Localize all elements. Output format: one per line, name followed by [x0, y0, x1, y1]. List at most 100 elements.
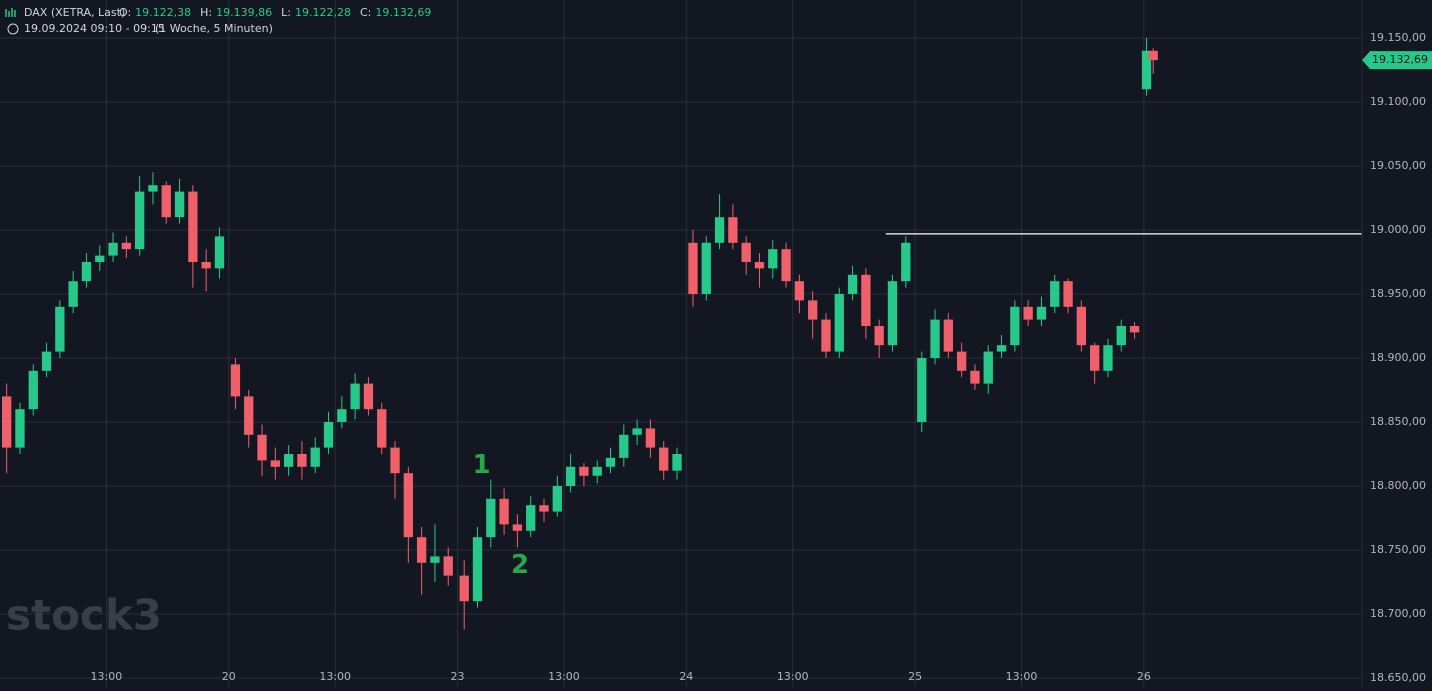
x-tick-label: 13:00	[548, 670, 580, 683]
candle-body	[794, 281, 805, 301]
x-tick-label: 24	[679, 670, 693, 683]
candle-body	[605, 457, 616, 467]
candle-body	[68, 281, 78, 307]
candle-body	[55, 306, 65, 352]
plot-area: 12	[1, 38, 1362, 630]
candle-body	[443, 556, 453, 576]
candle-body	[390, 447, 400, 474]
candle-icon	[5, 8, 16, 17]
candle-body	[472, 537, 483, 602]
candle-body	[943, 319, 954, 352]
candle-body	[539, 505, 549, 512]
clock-icon	[7, 23, 19, 35]
candle-body	[270, 460, 280, 467]
y-tick-label: 18.700,00	[1370, 607, 1426, 620]
grid	[0, 0, 1362, 687]
x-tick-label: 25	[908, 670, 922, 683]
candle-body	[768, 249, 778, 269]
candle-body	[526, 505, 536, 531]
candle-body	[754, 262, 765, 269]
candle-body	[632, 428, 642, 435]
ohlc-value: 19.132,69	[375, 6, 431, 19]
candle-body	[108, 242, 118, 256]
candle-body	[323, 422, 334, 448]
candle-body	[874, 326, 884, 346]
candle-body	[996, 345, 1007, 352]
candle-body	[363, 383, 374, 410]
candle-body	[1141, 50, 1152, 90]
candle-body	[257, 434, 267, 461]
candle-body	[861, 274, 871, 326]
candle-body	[486, 498, 496, 538]
candle-body	[552, 486, 562, 512]
candle-body	[188, 191, 198, 262]
candle-body	[1076, 306, 1087, 346]
candle-body	[579, 466, 589, 476]
candle-body	[459, 575, 469, 602]
x-tick-label: 13:00	[91, 670, 123, 683]
candle-body	[403, 473, 413, 538]
candle-body	[244, 396, 254, 435]
candle-body	[619, 434, 629, 458]
candle-body	[135, 191, 145, 250]
candle-body	[1023, 306, 1033, 320]
x-tick-label: 20	[222, 670, 236, 683]
candle-body	[1116, 326, 1126, 346]
y-tick-label: 19.050,00	[1370, 159, 1426, 172]
candle-body	[887, 281, 898, 346]
candle-body	[834, 294, 844, 352]
header: DAX (XETRA, Last) 19.09.2024 09:10 - 09:…	[5, 6, 431, 35]
candle-body	[821, 319, 831, 352]
ohlc-label: C:	[360, 6, 371, 19]
candle-body	[297, 454, 307, 467]
ohlc-label: H:	[200, 6, 212, 19]
x-tick-label: 26	[1137, 670, 1151, 683]
candle-body	[430, 556, 440, 563]
annotation: 2	[511, 550, 529, 580]
candle-body	[741, 242, 751, 262]
ohlc-value: 19.122,28	[295, 6, 351, 19]
y-tick-label: 19.150,00	[1370, 31, 1426, 44]
candle-body	[917, 358, 927, 422]
candle-body	[970, 370, 980, 384]
candle-body	[1, 396, 12, 448]
candle-body	[310, 447, 320, 467]
x-tick-label: 13:00	[319, 670, 351, 683]
ohlc-label: O:	[119, 6, 131, 19]
candle-body	[28, 370, 38, 410]
candle-body	[416, 537, 427, 563]
candle-body	[645, 428, 656, 448]
ohlc-label: L:	[281, 6, 291, 19]
x-tick-label: 13:00	[1006, 670, 1038, 683]
candle-body	[1036, 306, 1047, 320]
candle-body	[15, 409, 25, 448]
candle-body	[95, 255, 105, 262]
candle-body	[672, 454, 682, 471]
candle-body	[714, 217, 725, 243]
candle-body	[1010, 306, 1020, 346]
candle-body	[1063, 281, 1073, 307]
candle-body	[350, 383, 360, 410]
candle-body	[499, 498, 509, 525]
candle-body	[1129, 326, 1140, 333]
candle-body	[81, 262, 92, 282]
y-tick-label: 19.000,00	[1370, 223, 1426, 236]
watermark: stock3	[6, 591, 162, 640]
candle-body	[728, 217, 738, 243]
candle-body	[901, 242, 911, 282]
candle-body	[1103, 345, 1113, 371]
candle-body	[956, 351, 967, 371]
y-tick-label: 18.900,00	[1370, 351, 1426, 364]
annotation: 1	[472, 450, 490, 480]
candle-body	[781, 249, 791, 282]
candle-body	[148, 185, 158, 192]
candle-body	[701, 242, 711, 294]
y-tick-label: 18.750,00	[1370, 543, 1426, 556]
y-tick-label: 18.850,00	[1370, 415, 1426, 428]
candle-body	[930, 319, 940, 358]
candle-body	[214, 236, 225, 269]
ohlc-value: 19.122,38	[135, 6, 191, 19]
candle-body	[337, 409, 347, 422]
